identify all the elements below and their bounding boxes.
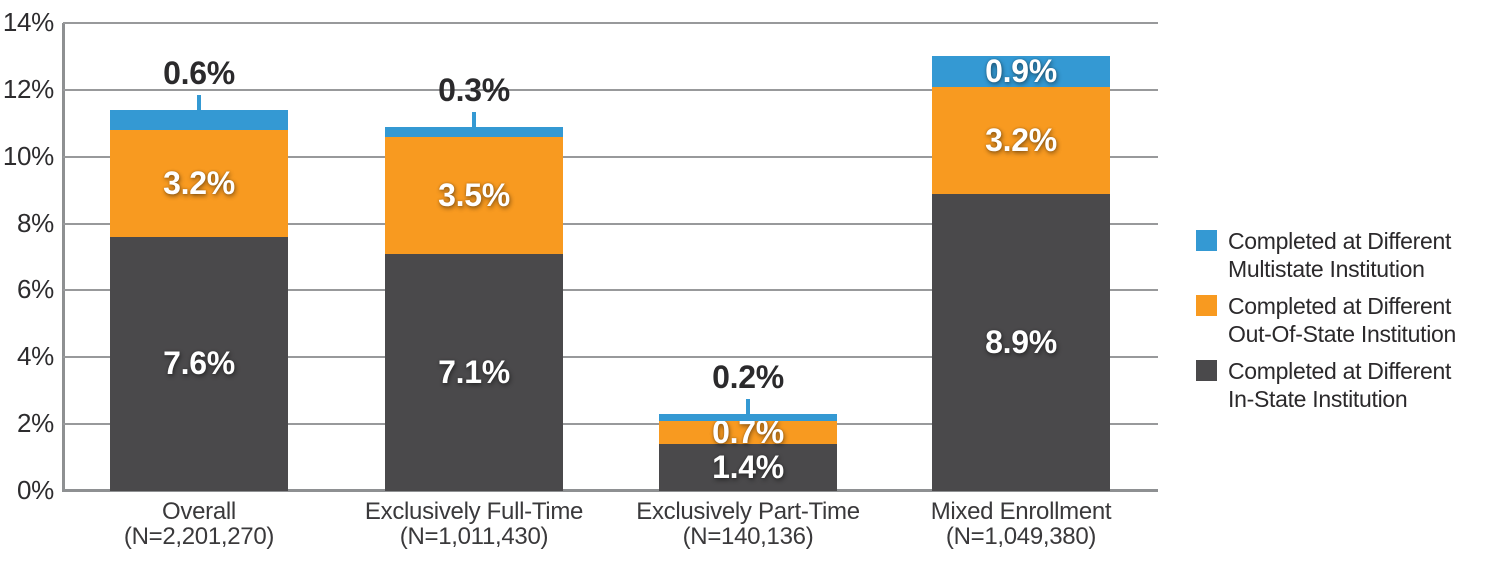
category-n-count: (N=2,201,270): [123, 523, 275, 550]
category-name: Overall: [162, 498, 236, 525]
gridline-2pct: [63, 423, 1158, 426]
bar-segment-completed-at-different-multistate-institution: 0.9%: [932, 53, 1110, 89]
legend-label-line1: Completed at Different: [1228, 293, 1452, 319]
category-label-1: Overall (N=2,201,270): [39, 499, 359, 549]
legend-label-line2: In-State Institution: [1228, 386, 1408, 412]
y-tick-label-10pct: 10%: [2, 140, 54, 171]
segment-value-label: 0.3%: [438, 71, 510, 108]
label-leader-line: [746, 399, 750, 415]
category-n-count: (N=1,011,430): [399, 523, 549, 550]
bar-segment-completed-at-different-in-state-institution: 7.1%: [385, 253, 563, 491]
y-tick-label-6pct: 6%: [17, 274, 54, 305]
bar-segment-completed-at-different-out-of-state-institution: 3.5%: [385, 136, 563, 254]
segment-value-label: 3.2%: [163, 164, 235, 201]
y-tick-label-2pct: 2%: [17, 408, 54, 439]
gridline-6pct: [63, 289, 1158, 292]
legend: Completed at Different Multistate Institu…: [1196, 227, 1456, 422]
bar-segment-completed-at-different-out-of-state-institution: 0.7%: [659, 414, 837, 450]
legend-swatch-icon: [1196, 360, 1217, 381]
y-tick-label-12pct: 12%: [2, 73, 54, 104]
category-label-4: Mixed Enrollment (N=1,049,380): [861, 499, 1181, 549]
legend-label-line2: Out-Of-State Institution: [1228, 321, 1457, 347]
segment-outside-label: 0.2%: [659, 359, 837, 415]
legend-item-3: Completed at Different In-State Instituti…: [1196, 357, 1456, 413]
bar-segment-completed-at-different-in-state-institution: 7.6%: [110, 236, 288, 491]
segment-value-label: 8.9%: [985, 323, 1057, 360]
legend-item-2: Completed at Different Out-Of-State Insti…: [1196, 292, 1456, 348]
segment-value-label: 7.6%: [163, 345, 235, 382]
y-axis-tick-labels: 0% 2% 4% 6% 8% 10% 12% 14%: [0, 7, 54, 505]
gridline-8pct: [63, 222, 1158, 225]
bar-segment-completed-at-different-out-of-state-institution: 3.2%: [932, 86, 1110, 194]
segment-value-label: 3.5%: [438, 176, 510, 213]
gridline-14pct: [63, 22, 1158, 24]
label-leader-line: [472, 111, 476, 127]
category-name: Mixed Enrollment: [930, 498, 1112, 525]
segment-outside-label: 0.6%: [110, 57, 288, 110]
x-axis-line: [62, 489, 1158, 492]
legend-swatch-icon: [1196, 295, 1217, 316]
segment-value-label: 3.2%: [985, 121, 1057, 158]
legend-label: Completed at Different In-State Instituti…: [1228, 357, 1451, 413]
legend-swatch-icon: [1196, 230, 1217, 251]
bar-segment-completed-at-different-out-of-state-institution: 3.2%: [110, 129, 288, 237]
category-name: Exclusively Part-Time: [636, 498, 860, 525]
category-label-2: Exclusively Full-Time (N=1,011,430): [314, 499, 634, 549]
bar-segment-completed-at-different-multistate-institution: [385, 126, 563, 137]
legend-label: Completed at Different Multistate Institu…: [1228, 227, 1451, 283]
segment-value-label: 1.4%: [712, 449, 784, 486]
segment-value-label: 0.2%: [712, 359, 784, 396]
segment-value-label: 7.1%: [438, 353, 510, 390]
gridline-4pct: [63, 356, 1158, 359]
y-tick-label-14pct: 14%: [2, 6, 54, 37]
segment-value-label: 0.9%: [985, 52, 1057, 89]
y-axis-line: [62, 23, 65, 492]
legend-label-line2: Multistate Institution: [1228, 256, 1425, 282]
segment-value-label: 0.6%: [163, 54, 235, 91]
bar-segment-completed-at-different-in-state-institution: 1.4%: [659, 444, 837, 491]
segment-outside-label: 0.3%: [385, 74, 563, 127]
legend-label-line1: Completed at Different: [1228, 228, 1452, 254]
legend-item-1: Completed at Different Multistate Institu…: [1196, 227, 1456, 283]
y-tick-label-8pct: 8%: [17, 207, 54, 238]
legend-label-line1: Completed at Different: [1228, 358, 1452, 384]
plot-area: 7.6% 3.2% 0.6% 7.1% 3.5% 0.3% 1.4% 0.7% 0.2% 8.9%…: [63, 22, 1158, 491]
category-n-count: (N=1,049,380): [945, 523, 1097, 550]
category-name: Exclusively Full-Time: [364, 498, 584, 525]
gridline-12pct: [63, 88, 1158, 91]
y-tick-label-4pct: 4%: [17, 341, 54, 372]
gridline-10pct: [63, 155, 1158, 158]
bar-segment-completed-at-different-multistate-institution: [659, 414, 837, 421]
y-tick-label-0pct: 0%: [17, 474, 54, 505]
category-n-count: (N=140,136): [682, 523, 814, 550]
category-label-3: Exclusively Part-Time (N=140,136): [588, 499, 908, 549]
bar-segment-completed-at-different-in-state-institution: 8.9%: [932, 193, 1110, 491]
label-leader-line: [197, 94, 201, 110]
legend-label: Completed at Different Out-Of-State Insti…: [1228, 292, 1456, 348]
bar-segment-completed-at-different-multistate-institution: [110, 109, 288, 130]
